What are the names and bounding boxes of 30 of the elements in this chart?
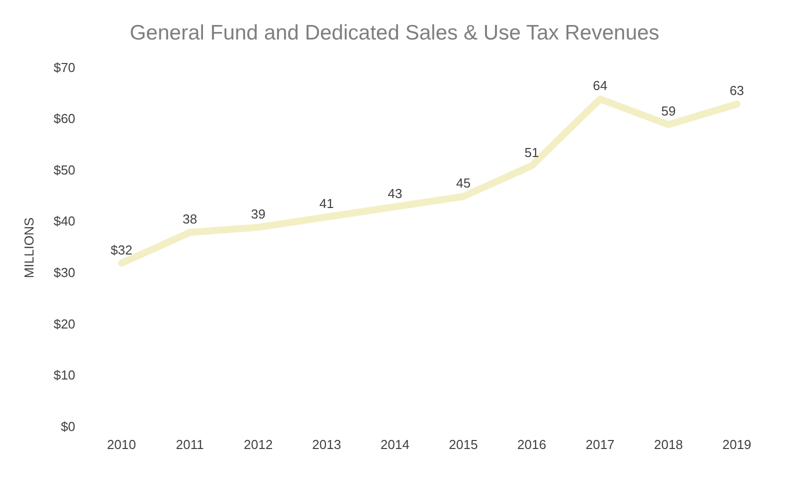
chart-title: General Fund and Dedicated Sales & Use Tax Revenues: [130, 21, 660, 44]
x-tick-label: 2010: [107, 436, 136, 452]
x-tick-label: 2017: [586, 436, 615, 452]
x-tick-label: 2019: [722, 436, 752, 452]
y-tick-label: $20: [54, 316, 76, 332]
x-tick-label: 2016: [517, 436, 546, 452]
y-tick-label: $60: [54, 111, 76, 126]
data-label: 41: [319, 196, 334, 212]
data-label: 43: [388, 186, 402, 201]
data-label: 64: [592, 78, 608, 94]
y-tick-label: $40: [54, 214, 76, 229]
data-label: 38: [182, 211, 198, 226]
x-tick-label: 2014: [380, 436, 410, 452]
x-tick-label: 2015: [448, 436, 478, 452]
y-tick-label: $10: [54, 368, 76, 383]
data-label: 63: [730, 83, 744, 98]
y-axis-title: MILLIONS: [21, 217, 36, 278]
x-tick-label: 2012: [244, 436, 273, 452]
y-tick-label: $50: [54, 162, 76, 178]
y-tick-label: $30: [54, 265, 76, 280]
y-tick-label: $70: [54, 60, 76, 75]
data-label: 51: [524, 144, 539, 160]
x-tick-label: 2013: [312, 436, 342, 452]
data-label: 39: [250, 206, 266, 222]
y-tick-label: $0: [60, 418, 76, 434]
data-label: 45: [456, 176, 471, 191]
data-label: $32: [110, 242, 132, 258]
x-tick-label: 2011: [176, 436, 204, 452]
x-tick-label: 2018: [654, 436, 683, 452]
data-label: 59: [661, 104, 676, 119]
